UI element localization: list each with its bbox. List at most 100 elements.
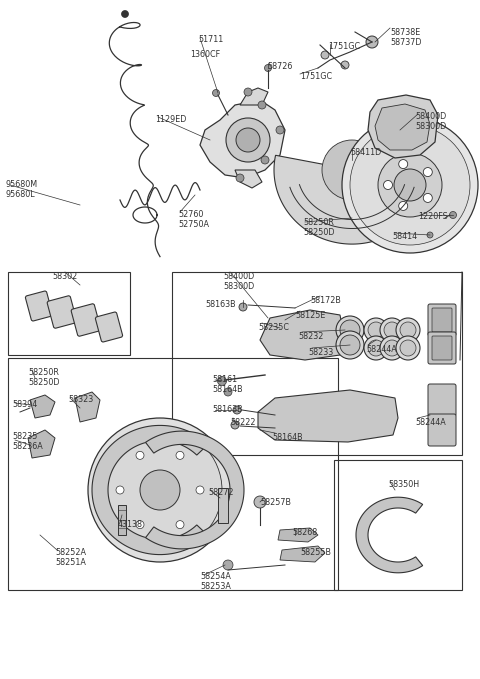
- Text: 58250R
58250D: 58250R 58250D: [303, 218, 335, 238]
- Text: 58257B: 58257B: [260, 498, 291, 507]
- Polygon shape: [375, 104, 430, 150]
- Text: 52760
52750A: 52760 52750A: [178, 210, 209, 230]
- Text: 58323: 58323: [68, 395, 93, 404]
- Circle shape: [368, 322, 384, 338]
- Circle shape: [136, 521, 144, 529]
- Text: 58161
58164B: 58161 58164B: [212, 375, 242, 394]
- Text: 95680M
95680L: 95680M 95680L: [5, 180, 37, 200]
- Circle shape: [399, 160, 408, 168]
- Circle shape: [364, 336, 388, 360]
- Circle shape: [400, 322, 416, 338]
- Text: 1751GC: 1751GC: [328, 42, 360, 51]
- Text: 58268: 58268: [292, 528, 317, 537]
- Circle shape: [350, 125, 470, 245]
- Text: 58394: 58394: [12, 400, 37, 409]
- Circle shape: [340, 335, 360, 355]
- Circle shape: [427, 232, 433, 238]
- Circle shape: [176, 452, 184, 460]
- Polygon shape: [274, 155, 430, 244]
- FancyBboxPatch shape: [428, 414, 456, 446]
- Circle shape: [233, 406, 241, 414]
- Text: 58125E: 58125E: [295, 311, 325, 320]
- Text: 1360CF: 1360CF: [190, 50, 220, 59]
- FancyBboxPatch shape: [432, 308, 452, 332]
- Text: 58411D: 58411D: [350, 148, 381, 157]
- Circle shape: [384, 181, 393, 189]
- Text: 58163B: 58163B: [205, 300, 236, 309]
- Text: 58726: 58726: [267, 62, 292, 71]
- Text: 58244A: 58244A: [415, 418, 446, 427]
- Circle shape: [322, 140, 382, 200]
- Circle shape: [116, 486, 124, 494]
- Circle shape: [341, 61, 349, 69]
- Text: 58302: 58302: [52, 272, 77, 281]
- Circle shape: [384, 322, 400, 338]
- Text: 58400D
58300D: 58400D 58300D: [223, 272, 254, 291]
- Circle shape: [98, 428, 222, 552]
- Circle shape: [140, 470, 180, 510]
- FancyBboxPatch shape: [96, 312, 122, 342]
- Circle shape: [399, 202, 408, 210]
- Text: 58738E
58737D: 58738E 58737D: [390, 28, 421, 48]
- Circle shape: [176, 521, 184, 529]
- Circle shape: [378, 153, 442, 217]
- Circle shape: [449, 211, 456, 219]
- Text: 58172B: 58172B: [310, 296, 341, 305]
- Polygon shape: [28, 430, 55, 458]
- Text: 58400D
58300D: 58400D 58300D: [415, 112, 446, 132]
- Text: 58244A: 58244A: [366, 345, 397, 354]
- Text: 58254A
58253A: 58254A 58253A: [200, 572, 231, 591]
- Circle shape: [342, 117, 478, 253]
- Circle shape: [384, 340, 400, 356]
- Circle shape: [254, 496, 266, 508]
- Bar: [8, 272, 130, 355]
- Polygon shape: [258, 390, 398, 442]
- FancyBboxPatch shape: [428, 332, 456, 364]
- Text: 58163B: 58163B: [212, 405, 242, 414]
- Circle shape: [396, 318, 420, 342]
- Circle shape: [261, 156, 269, 164]
- Circle shape: [258, 101, 266, 109]
- Polygon shape: [75, 392, 100, 422]
- Text: 43138: 43138: [118, 520, 143, 529]
- Text: 58350H: 58350H: [388, 480, 419, 489]
- Circle shape: [396, 336, 420, 360]
- FancyBboxPatch shape: [428, 304, 456, 336]
- Circle shape: [136, 452, 144, 460]
- FancyBboxPatch shape: [428, 384, 456, 416]
- Circle shape: [213, 90, 219, 96]
- Circle shape: [231, 421, 239, 429]
- Circle shape: [226, 118, 270, 162]
- Text: 58252A
58251A: 58252A 58251A: [55, 548, 86, 568]
- Polygon shape: [260, 310, 345, 360]
- Circle shape: [321, 51, 329, 59]
- Circle shape: [217, 376, 227, 386]
- Bar: [218, 488, 228, 523]
- Text: 51711: 51711: [198, 35, 223, 44]
- Circle shape: [121, 10, 129, 18]
- Polygon shape: [200, 100, 285, 178]
- Circle shape: [223, 560, 233, 570]
- Bar: [8, 358, 338, 590]
- Circle shape: [394, 169, 426, 201]
- Polygon shape: [240, 88, 268, 105]
- Bar: [172, 272, 462, 455]
- Circle shape: [366, 36, 378, 48]
- Circle shape: [196, 486, 204, 494]
- Bar: [334, 460, 462, 590]
- Circle shape: [88, 418, 232, 562]
- Circle shape: [400, 340, 416, 356]
- Text: 58272: 58272: [208, 488, 233, 497]
- Text: 1751GC: 1751GC: [300, 72, 332, 81]
- Circle shape: [364, 318, 388, 342]
- Polygon shape: [368, 95, 438, 158]
- FancyBboxPatch shape: [47, 296, 77, 328]
- FancyBboxPatch shape: [25, 291, 53, 321]
- Text: 58232: 58232: [298, 332, 324, 341]
- Polygon shape: [280, 546, 325, 562]
- Circle shape: [336, 316, 364, 344]
- Polygon shape: [92, 426, 208, 555]
- Polygon shape: [30, 395, 55, 418]
- Circle shape: [423, 168, 432, 177]
- Text: 1129ED: 1129ED: [155, 115, 186, 124]
